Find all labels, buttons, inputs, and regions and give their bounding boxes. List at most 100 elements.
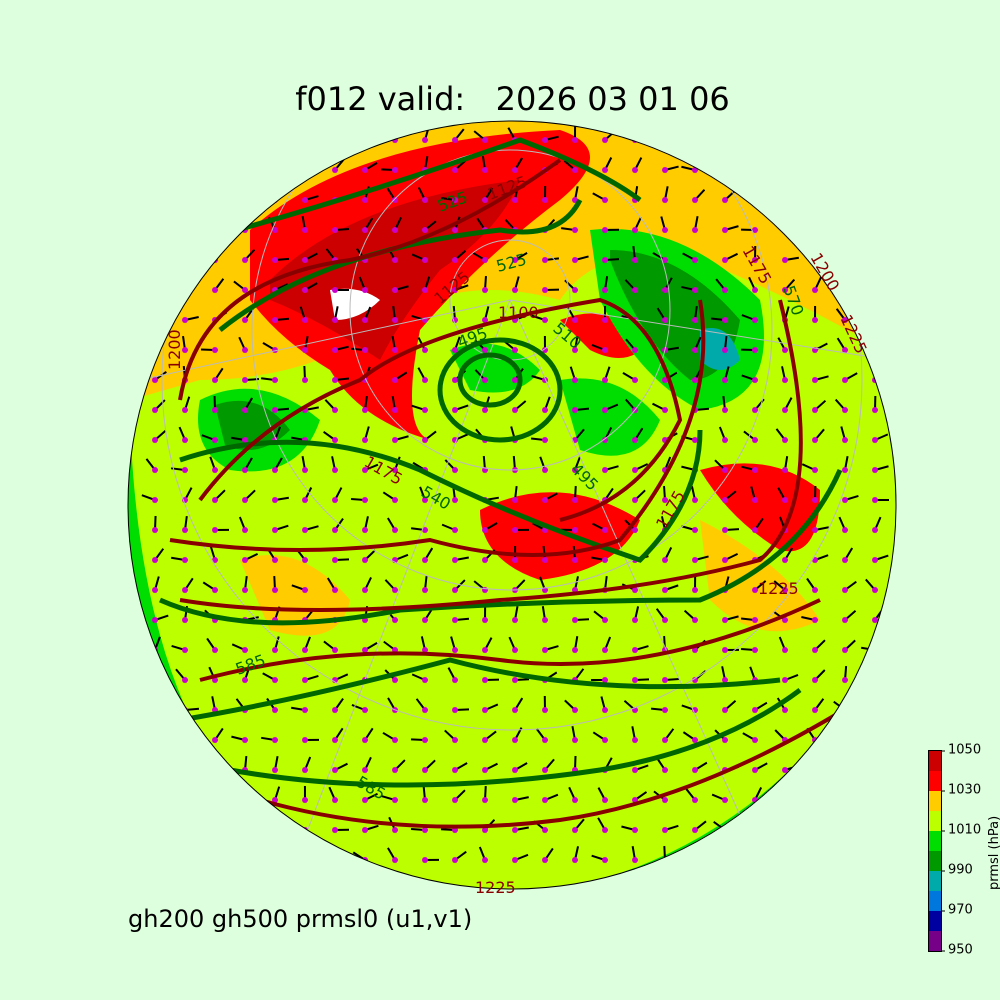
wind-barb-dot (392, 257, 398, 263)
wind-barb-dot (152, 227, 158, 233)
wind-barb (724, 159, 736, 171)
wind-barb-dot (782, 137, 788, 143)
wind-barb-dot (512, 377, 518, 383)
wind-barb-dot (452, 767, 458, 773)
wind-barb-dot (722, 677, 728, 683)
wind-barb-dot (572, 527, 578, 533)
wind-barb-dot (542, 317, 548, 323)
wind-barb-dot (242, 497, 248, 503)
wind-barb-dot (842, 467, 848, 473)
wind-barb-dot (662, 227, 668, 233)
wind-barb-dot (662, 377, 668, 383)
wind-barb-dot (152, 437, 158, 443)
wind-barb-dot (542, 737, 548, 743)
wind-barb-dot (692, 677, 698, 683)
wind-barb-dot (392, 857, 398, 863)
colorbar-segment (929, 891, 941, 911)
wind-barb-dot (212, 497, 218, 503)
wind-barb-dot (392, 347, 398, 353)
wind-barb-dot (602, 287, 608, 293)
wind-barb-dot (692, 827, 698, 833)
wind-barb-dot (782, 797, 788, 803)
wind-barb-dot (242, 737, 248, 743)
wind-barb-dot (782, 827, 788, 833)
wind-barb-dot (302, 377, 308, 383)
wind-barb (274, 186, 279, 201)
wind-barb-dot (662, 797, 668, 803)
wind-barb-dot (662, 707, 668, 713)
wind-barb-dot (332, 497, 338, 503)
wind-barb-dot (512, 347, 518, 353)
wind-barb (154, 276, 163, 291)
wind-barb-dot (482, 797, 488, 803)
wind-barb-dot (812, 437, 818, 443)
wind-barb-dot (452, 347, 458, 353)
wind-barb-dot (212, 437, 218, 443)
wind-barb-dot (482, 827, 488, 833)
wind-barb-dot (242, 557, 248, 563)
wind-barb-dot (752, 647, 758, 653)
wind-barb (784, 853, 799, 861)
wind-barb-dot (212, 527, 218, 533)
wind-barb (874, 156, 881, 171)
wind-barb-dot (482, 527, 488, 533)
wind-barb-dot (572, 317, 578, 323)
wind-barb-dot (272, 467, 278, 473)
wind-barb-dot (422, 407, 428, 413)
wind-barb-dot (572, 737, 578, 743)
wind-barb-dot (392, 167, 398, 173)
wind-barb-dot (872, 647, 878, 653)
wind-barb (810, 786, 816, 801)
wind-barb (179, 786, 186, 801)
wind-barb-dot (422, 137, 428, 143)
wind-barb-dot (332, 707, 338, 713)
wind-barb-dot (842, 737, 848, 743)
wind-barb-dot (782, 857, 788, 863)
wind-barb-dot (362, 167, 368, 173)
wind-barb (874, 737, 890, 741)
wind-barb (184, 816, 191, 831)
wind-barb-dot (722, 407, 728, 413)
wind-barb (840, 216, 846, 231)
wind-barb-dot (362, 317, 368, 323)
wind-barb-dot (512, 797, 518, 803)
wind-barb-dot (662, 137, 668, 143)
wind-barb (214, 134, 229, 141)
wind-barb-dot (482, 137, 488, 143)
wind-barb-dot (272, 677, 278, 683)
wind-barb-dot (152, 557, 158, 563)
wind-barb (830, 137, 846, 141)
wind-barb (626, 127, 636, 141)
wind-barb-dot (302, 197, 308, 203)
wind-barb-dot (542, 617, 548, 623)
wind-barb-dot (602, 467, 608, 473)
wind-barb-dot (242, 317, 248, 323)
wind-barb-dot (422, 347, 428, 353)
wind-barb-dot (602, 347, 608, 353)
wind-barb-dot (332, 647, 338, 653)
wind-barb-dot (542, 287, 548, 293)
wind-barb-dot (692, 767, 698, 773)
wind-barb-dot (542, 647, 548, 653)
wind-barb-dot (572, 287, 578, 293)
wind-barb-dot (302, 647, 308, 653)
wind-barb-dot (422, 587, 428, 593)
wind-barb-dot (752, 317, 758, 323)
wind-barb (741, 164, 756, 171)
wind-barb-dot (722, 287, 728, 293)
wind-barb (173, 250, 186, 261)
wind-barb-dot (302, 167, 308, 173)
wind-barb-dot (602, 197, 608, 203)
wind-barb-dot (182, 527, 188, 533)
wind-barb (874, 215, 878, 231)
wind-barb-dot (362, 767, 368, 773)
wind-barb-dot (602, 437, 608, 443)
wind-barb-dot (602, 257, 608, 263)
wind-barb-dot (392, 767, 398, 773)
wind-barb-dot (872, 137, 878, 143)
wind-barb-dot (812, 467, 818, 473)
wind-barb-dot (602, 407, 608, 413)
wind-barb-dot (392, 827, 398, 833)
wind-barb-dot (782, 677, 788, 683)
wind-barb-dot (872, 587, 878, 593)
